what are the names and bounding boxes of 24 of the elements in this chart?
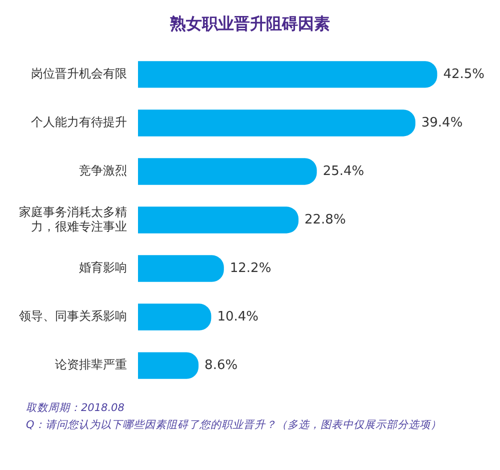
bar xyxy=(138,158,317,185)
y-tick-label: 家庭事务消耗太多精力，很难专注事业 xyxy=(19,204,127,234)
data-label: 12.2% xyxy=(230,260,272,276)
bar xyxy=(138,206,299,234)
text: 取数周期：2018.08 xyxy=(26,401,126,416)
data-label: 25.4% xyxy=(322,164,364,179)
data-label: 42.5% xyxy=(443,66,485,82)
chart-title: 熟女职业晋升阻碍因素 xyxy=(169,13,331,35)
data-label: 10.4% xyxy=(217,309,259,324)
bar xyxy=(138,304,212,330)
y-tick-label: 岗位晋升机会有限 xyxy=(31,66,127,81)
y-tick-label: 个人能力有待提升 xyxy=(31,115,127,130)
text: Q：请问您认为以下哪些因素阻碍了您的职业晋升？（多选，图表中仅展示部分选项） xyxy=(26,418,442,433)
bar xyxy=(138,352,199,379)
y-tick-label: 竞争激烈 xyxy=(79,164,127,178)
y-tick-label: 领导、同事关系影响 xyxy=(19,309,127,324)
bar xyxy=(138,61,438,88)
data-label: 39.4% xyxy=(421,115,463,130)
bar xyxy=(138,110,416,136)
data-label: 22.8% xyxy=(304,212,346,228)
y-tick-label: 论资排辈严重 xyxy=(55,358,127,372)
y-tick-label: 婚育影响 xyxy=(79,260,127,275)
bar xyxy=(138,255,224,282)
data-label: 8.6% xyxy=(204,358,238,373)
